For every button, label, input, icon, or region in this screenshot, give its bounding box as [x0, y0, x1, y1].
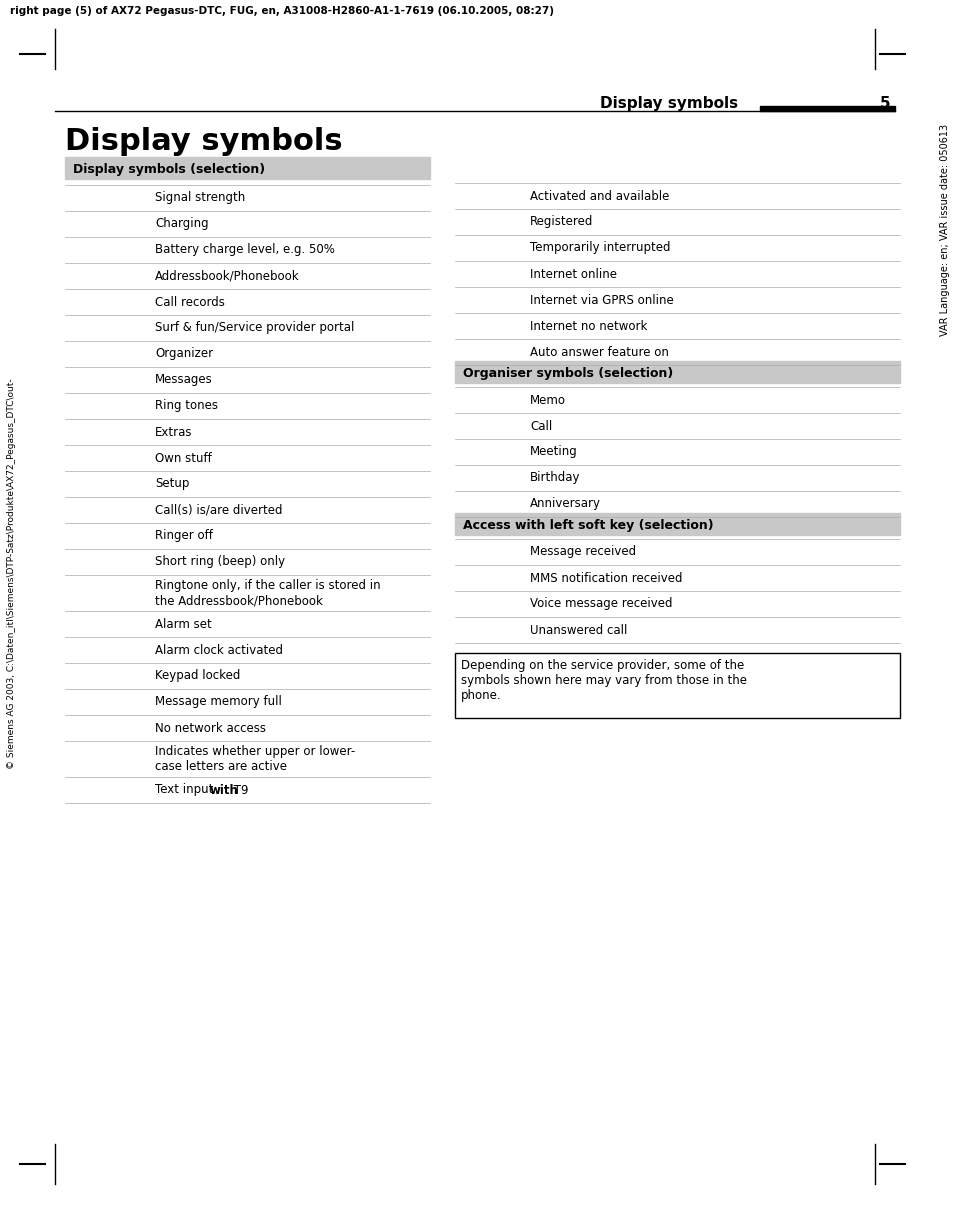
Text: Ring tones: Ring tones [154, 399, 218, 412]
Text: Own stuff: Own stuff [154, 452, 212, 464]
Text: Charging: Charging [154, 218, 209, 230]
Bar [95, 322, 115, 337]
Bar [95, 375, 115, 388]
Text: MMS notification received: MMS notification received [530, 572, 681, 585]
Bar [455, 652, 899, 718]
Text: Birthday: Birthday [530, 471, 579, 485]
Text: Ringtone only, if the caller is stored in
the Addressbook/Phonebook: Ringtone only, if the caller is stored i… [154, 579, 380, 607]
Bar [95, 504, 115, 518]
Text: right page (5) of AX72 Pegasus-DTC, FUG, en, A31008-H2860-A1-1-7619 (06.10.2005,: right page (5) of AX72 Pegasus-DTC, FUG,… [10, 6, 554, 16]
Bar [455, 513, 899, 535]
Text: Meeting: Meeting [530, 446, 578, 459]
Text: Call records: Call records [154, 295, 225, 308]
Bar [760, 106, 894, 111]
Text: Signal strength: Signal strength [154, 191, 245, 204]
Text: Alarm clock activated: Alarm clock activated [154, 644, 283, 656]
Text: Auto answer feature on: Auto answer feature on [530, 345, 668, 359]
Text: Messages: Messages [154, 373, 213, 387]
Text: Display symbols: Display symbols [65, 127, 342, 155]
Text: Unanswered call: Unanswered call [530, 623, 627, 636]
Bar [95, 452, 115, 466]
Text: Call(s) is/are diverted: Call(s) is/are diverted [154, 503, 282, 517]
Text: Addressbook/Phonebook: Addressbook/Phonebook [154, 269, 299, 283]
Text: Organiser symbols (selection): Organiser symbols (selection) [462, 367, 673, 379]
Bar [95, 426, 115, 439]
Text: Temporarily interrupted: Temporarily interrupted [530, 241, 670, 255]
Bar [95, 785, 115, 798]
Text: Internet via GPRS online: Internet via GPRS online [530, 294, 673, 306]
Text: Indicates whether upper or lower-
case letters are active: Indicates whether upper or lower- case l… [154, 745, 355, 774]
Text: Extras: Extras [154, 426, 193, 438]
Bar [95, 244, 115, 258]
Text: T9: T9 [230, 783, 248, 797]
Bar [95, 556, 115, 570]
Text: Depending on the service provider, some of the
symbols shown here may vary from : Depending on the service provider, some … [460, 659, 746, 703]
Text: Alarm set: Alarm set [154, 617, 212, 630]
Bar [65, 157, 430, 179]
Text: No network access: No network access [154, 721, 266, 734]
Bar [95, 588, 115, 601]
Bar [95, 670, 115, 684]
Text: Ringer off: Ringer off [154, 530, 213, 542]
Text: Text input: Text input [154, 783, 217, 797]
Text: with: with [210, 783, 238, 797]
Text: © Siemens AG 2003, C:\Daten_itl\Siemens\DTP-Satz\Produkte\AX72_Pegasus_DTC\out-: © Siemens AG 2003, C:\Daten_itl\Siemens\… [8, 378, 16, 770]
Bar [455, 361, 899, 383]
Text: Display symbols (selection): Display symbols (selection) [73, 163, 265, 176]
Bar [95, 696, 115, 710]
Text: Access with left soft key (selection): Access with left soft key (selection) [462, 519, 713, 532]
Text: Activated and available: Activated and available [530, 190, 669, 202]
Text: Organizer: Organizer [154, 348, 213, 361]
Text: Battery charge level, e.g. 50%: Battery charge level, e.g. 50% [154, 244, 335, 257]
Text: Keypad locked: Keypad locked [154, 670, 240, 683]
Bar [95, 530, 115, 543]
Text: Registered: Registered [530, 215, 593, 229]
Bar [95, 192, 115, 206]
Text: Anniversary: Anniversary [530, 497, 600, 510]
Text: Message received: Message received [530, 546, 636, 558]
Text: Short ring (beep) only: Short ring (beep) only [154, 556, 285, 568]
Bar [95, 753, 115, 767]
Text: Memo: Memo [530, 393, 565, 406]
Text: Voice message received: Voice message received [530, 597, 672, 611]
Text: 5: 5 [879, 95, 889, 111]
Bar [95, 479, 115, 492]
Text: Message memory full: Message memory full [154, 695, 281, 709]
Text: Surf & fun/Service provider portal: Surf & fun/Service provider portal [154, 322, 354, 334]
Text: Display symbols: Display symbols [599, 95, 738, 111]
Bar [95, 644, 115, 659]
Text: Call: Call [530, 420, 552, 432]
Bar [95, 296, 115, 310]
Text: Internet online: Internet online [530, 268, 617, 280]
Bar [95, 218, 115, 233]
Bar [95, 722, 115, 736]
Text: VAR Language: en; VAR issue date: 050613: VAR Language: en; VAR issue date: 050613 [939, 124, 949, 337]
Bar [95, 618, 115, 632]
Bar [95, 348, 115, 362]
Text: Setup: Setup [154, 477, 190, 491]
Text: Internet no network: Internet no network [530, 319, 647, 333]
Bar [95, 271, 115, 284]
Bar [95, 400, 115, 414]
